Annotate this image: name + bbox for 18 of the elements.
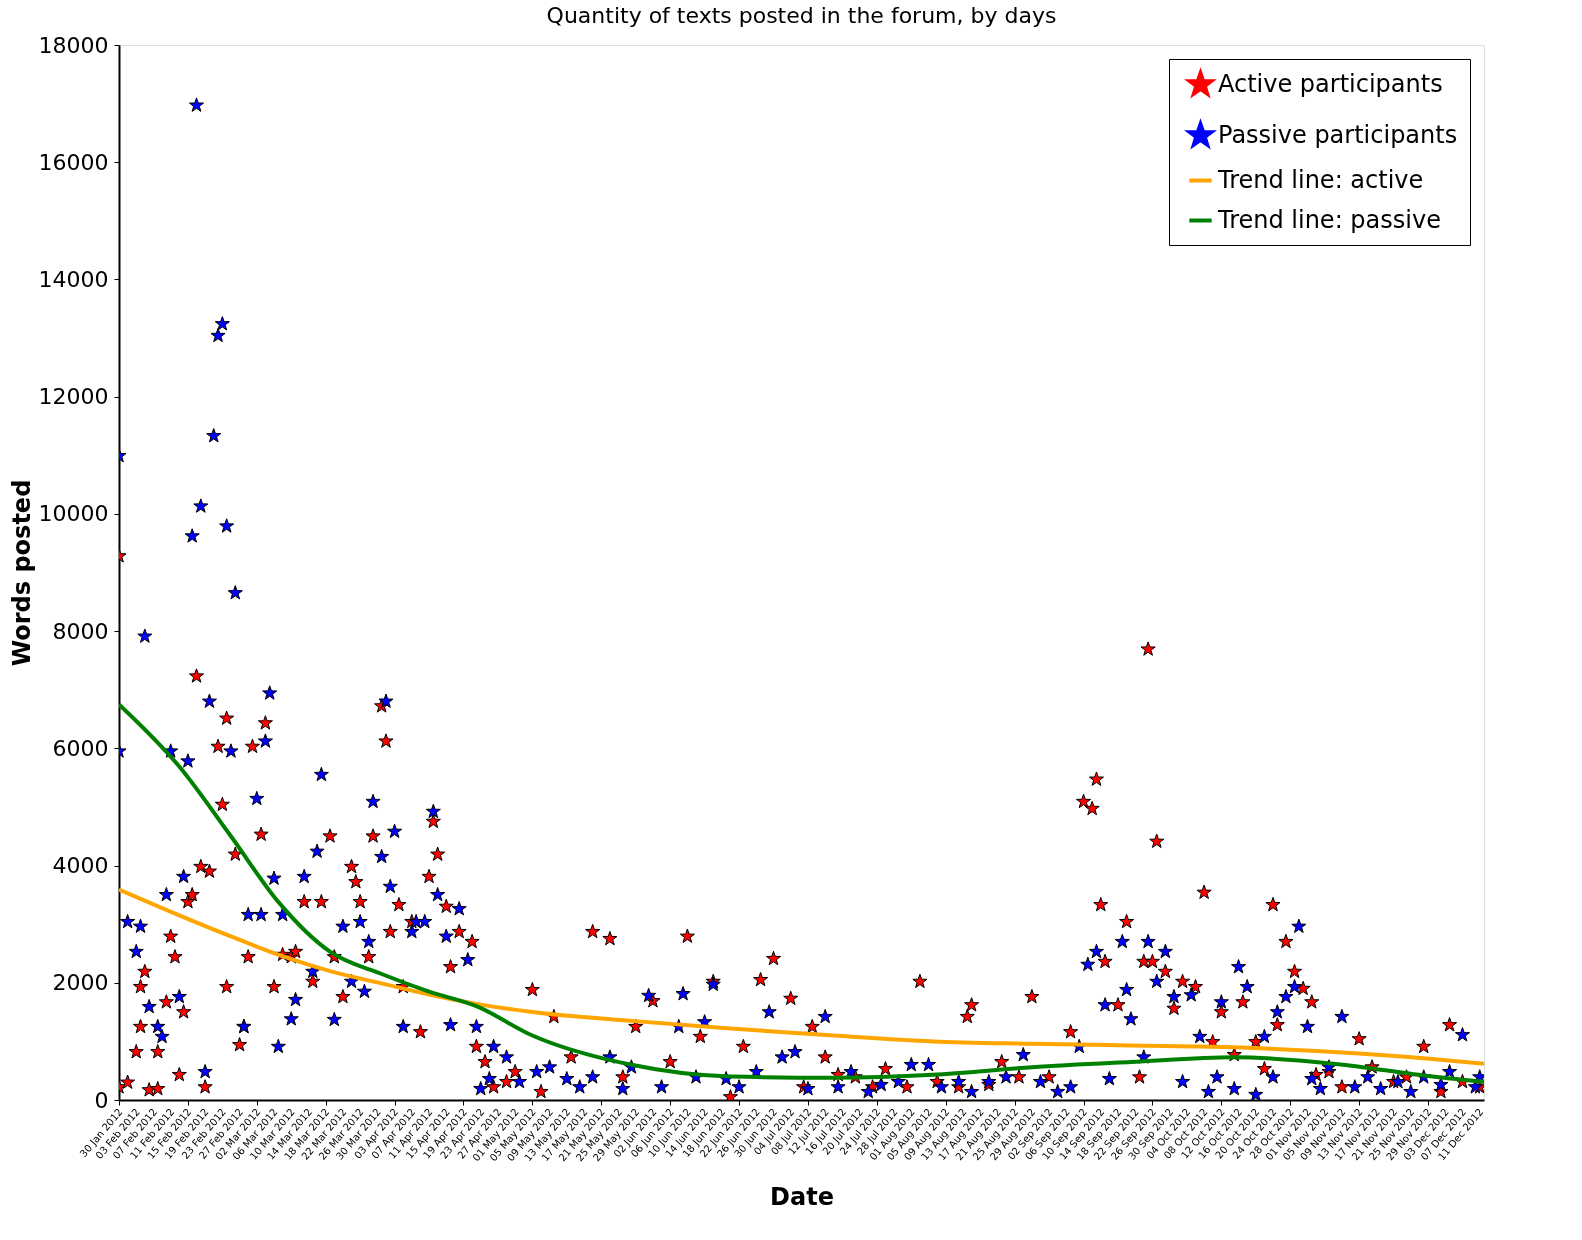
y-tick-label: 10000 (38, 501, 109, 527)
line-series (119, 887, 1484, 1066)
y-tick-label: 8000 (52, 618, 109, 644)
x-axis-title: Date (770, 1183, 834, 1211)
y-tick-label: 16000 (38, 149, 109, 175)
legend-label: Active participants (1218, 69, 1443, 98)
y-tick-label: 6000 (52, 735, 109, 761)
y-axis-title: Words posted (7, 479, 36, 667)
legend-label: Trend line: passive (1217, 205, 1441, 234)
legend-label: Trend line: active (1217, 165, 1424, 194)
legend-label: Passive participants (1218, 120, 1458, 149)
y-tick-label: 14000 (38, 266, 109, 292)
y-tick-label: 12000 (38, 384, 109, 410)
chart-title: Quantity of texts posted in the forum, by days (546, 3, 1057, 28)
y-tick-label: 18000 (38, 32, 109, 58)
y-tick-label: 4000 (52, 853, 109, 879)
y-tick-label: 0 (94, 1087, 109, 1113)
y-tick-label: 2000 (52, 970, 109, 996)
